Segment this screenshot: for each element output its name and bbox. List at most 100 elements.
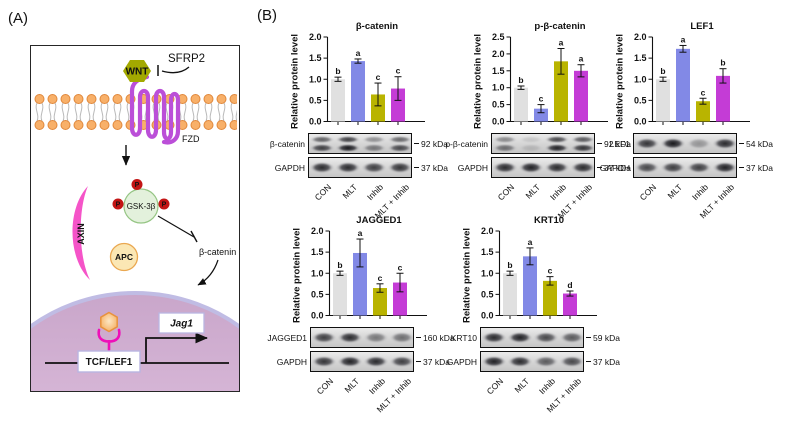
sig-letter: c [548, 266, 553, 276]
apc-label: APC [115, 252, 133, 262]
blot-band [388, 144, 411, 152]
blot-band [312, 356, 336, 367]
y-tick-label: 1.0 [634, 74, 647, 84]
sig-letter: d [567, 280, 572, 290]
protein-blot [491, 133, 595, 154]
blot-band [571, 144, 594, 152]
protein-label: p-β-catenin [445, 138, 488, 149]
protein-blot [480, 327, 584, 348]
beta-catenin-label: β-catenin [199, 247, 236, 257]
blot-band [362, 136, 386, 143]
blot-band [388, 136, 411, 143]
blot-band [687, 162, 711, 173]
blot-band [338, 332, 362, 343]
sig-letter: a [579, 54, 584, 64]
protein-label: β-catenin [269, 138, 305, 149]
blot-band [534, 332, 558, 343]
lane-label: CON [312, 182, 334, 203]
gapdh-label: GAPDH [599, 162, 630, 173]
blot-band [560, 332, 583, 343]
y-tick-label: 1.0 [481, 268, 494, 278]
protein-blot [310, 327, 414, 348]
bar-mlt-inhib [563, 293, 577, 316]
y-axis-label: Relative protein level [461, 227, 473, 324]
blot-band [493, 136, 517, 143]
y-tick-label: 1.5 [311, 247, 324, 257]
phospho-badge [112, 198, 124, 210]
lane-label: Inhib [366, 376, 388, 397]
phospho-badge [158, 198, 170, 210]
bar-inhib [371, 94, 385, 122]
y-axis-label: Relative protein level [291, 227, 303, 324]
bar-con [331, 79, 345, 122]
bar-chart: β-catenin 0.0 0.5 1.0 1.5 2.0 b a c c [309, 21, 425, 127]
bar-inhib [554, 61, 568, 122]
wnt-ligand [123, 60, 151, 82]
figure-group-krt10: Relative protein level KRT10 0.0 0.5 1.0 1.5 2… [447, 212, 629, 422]
lane-labels: CON MLT Inhib MLT + Inhib [610, 180, 782, 228]
gsk-inhibition-line [157, 215, 195, 238]
figure-group-lef1: Relative protein level LEF1 0.0 0.5 1.0 1.5 2.… [600, 18, 782, 228]
cell-membrane [33, 92, 237, 132]
tcf-lef1-label: TCF/LEF1 [86, 357, 133, 368]
blot-band [560, 356, 583, 367]
sig-letter: b [518, 75, 523, 85]
blot-band [390, 332, 413, 343]
blot-band [482, 356, 506, 367]
bar-mlt [523, 256, 537, 316]
bar-mlt-inhib [574, 70, 588, 122]
protein-row: KRT10 59 kDa [425, 327, 629, 348]
sig-letter: a [356, 48, 361, 58]
bar-mlt [351, 61, 365, 122]
bar-con [656, 79, 670, 122]
blot-band [635, 138, 659, 149]
sig-letter: c [701, 87, 706, 97]
gapdh-blot [308, 157, 412, 178]
y-tick-label: 0.0 [309, 117, 322, 127]
lane-label: Inhib [536, 376, 558, 397]
gapdh-blot [480, 351, 584, 372]
ligand-hexagon [100, 311, 118, 333]
bar-mlt-inhib [716, 75, 730, 122]
chart-title: KRT10 [534, 215, 564, 226]
blot-band [482, 332, 506, 343]
blot-band [310, 136, 334, 143]
y-axis-label: Relative protein level [614, 33, 626, 130]
axin-shape [72, 186, 90, 280]
sfrp2-inhibition-arrow [161, 66, 190, 74]
protein-label: LEF1 [609, 138, 630, 149]
blot-band [571, 162, 594, 173]
gapdh-blot [310, 351, 414, 372]
blot-band [338, 356, 362, 367]
gapdh-row: GAPDH 37 kDa [255, 351, 459, 372]
blot-band [336, 144, 360, 152]
lane-label: CON [495, 182, 517, 203]
blot-band [545, 162, 569, 173]
blot-band [519, 162, 543, 173]
y-tick-label: 1.5 [481, 247, 494, 257]
protein-kda: 92 kDa [597, 139, 631, 149]
chart-title: JAGGED1 [356, 215, 402, 226]
blot-band [312, 332, 336, 343]
bar-chart: JAGGED1 0.0 0.5 1.0 1.5 2.0 b a c c [311, 215, 427, 321]
y-tick-label: 0.0 [492, 117, 505, 127]
blot-band [388, 162, 411, 173]
sig-letter: c [396, 66, 401, 76]
blot-band [364, 332, 388, 343]
tcf-lef1-box [77, 350, 141, 373]
protein-blot [633, 133, 737, 154]
y-tick-label: 0.5 [492, 100, 505, 110]
lane-labels: CON MLT Inhib MLT + Inhib [287, 374, 459, 422]
y-tick-label: 0.5 [309, 95, 322, 105]
phospho-label: P [162, 202, 167, 209]
lane-labels: CON MLT Inhib MLT + Inhib [457, 374, 629, 422]
protein-row: JAGGED1 160 kDa [255, 327, 459, 348]
sig-letter: a [681, 34, 686, 44]
fzd-receptor [129, 74, 181, 145]
axin-label: AXIN [76, 223, 86, 245]
gsk-inhibition-bar [190, 230, 198, 243]
blot-band [310, 144, 334, 152]
y-tick-label: 2.0 [481, 226, 494, 236]
protein-row: β-catenin 92 kDa [253, 133, 457, 154]
